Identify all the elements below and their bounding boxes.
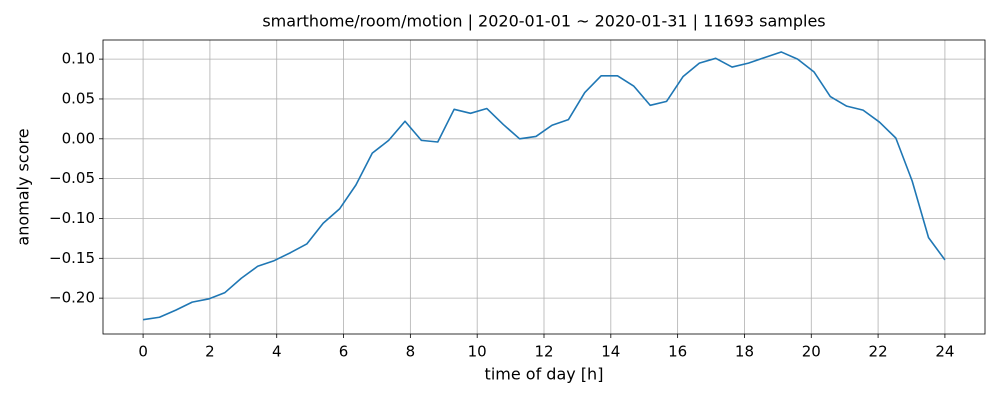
x-tick-label: 6	[339, 343, 349, 361]
x-tick-label: 2	[205, 343, 215, 361]
x-tick-label: 24	[935, 343, 954, 361]
y-tick-label: −0.10	[49, 209, 95, 227]
x-tick-label: 16	[668, 343, 687, 361]
x-tick-label: 8	[406, 343, 416, 361]
x-tick-label: 20	[802, 343, 821, 361]
y-tick-label: −0.20	[49, 289, 95, 307]
chart-title: smarthome/room/motion | 2020-01-01 ~ 202…	[262, 12, 825, 31]
x-tick-label: 18	[735, 343, 754, 361]
y-tick-label: 0.00	[62, 129, 95, 147]
plot-frame	[102, 39, 986, 335]
x-tick-label: 0	[138, 343, 148, 361]
y-axis-label: anomaly score	[14, 128, 33, 245]
y-tick-label: −0.15	[49, 249, 95, 267]
x-tick-label: 10	[468, 343, 487, 361]
grid	[103, 40, 985, 334]
x-tick-label: 14	[601, 343, 620, 361]
x-tick-label: 12	[534, 343, 553, 361]
x-tick-label: 22	[869, 343, 888, 361]
data-line	[142, 51, 946, 321]
x-tick-label: 4	[272, 343, 282, 361]
x-axis-label: time of day [h]	[485, 365, 604, 384]
y-tick-label: 0.10	[62, 50, 95, 68]
y-tick-label: 0.05	[62, 89, 95, 107]
y-tick-label: −0.05	[49, 169, 95, 187]
